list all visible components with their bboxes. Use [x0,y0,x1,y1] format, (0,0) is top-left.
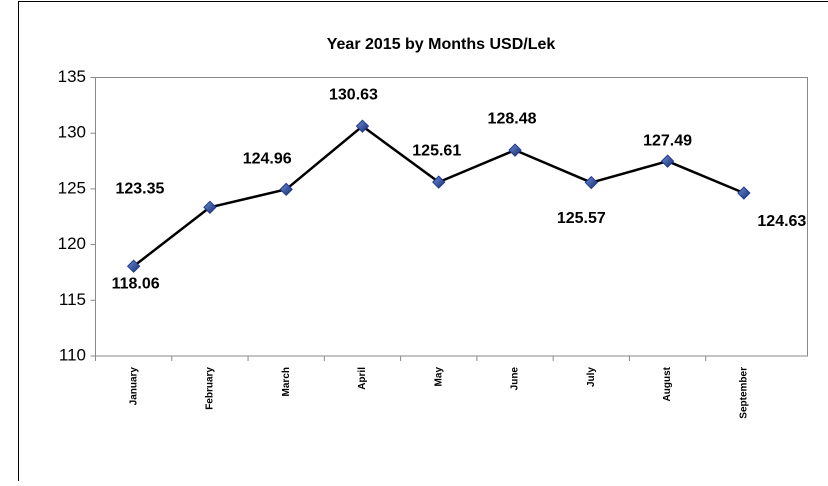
x-tick-label: June [510,367,521,391]
x-tick-label: January [128,367,139,406]
marker [585,177,597,189]
x-tick-label: July [586,367,597,387]
data-label: 124.63 [757,213,806,230]
x-tick-label: August [662,366,673,401]
chart-title: Year 2015 by Months USD/Lek [327,36,556,53]
x-tick-label: February [205,367,216,410]
marker [509,144,521,156]
x-tick-label: May [433,367,444,387]
data-label: 125.61 [412,142,461,159]
chart-border [19,2,828,482]
y-tick-label: 120 [58,234,86,253]
y-tick-label: 115 [59,290,86,309]
x-tick-label: April [357,367,368,390]
data-label: 118.06 [112,275,160,292]
x-tick-label: September [739,367,750,419]
data-label: 127.49 [643,132,692,149]
data-label: 128.48 [488,110,537,127]
data-label: 124.96 [243,151,292,168]
plot-frame [96,78,808,357]
marker [738,187,750,199]
x-tick-label: March [281,367,292,396]
y-tick-label: 125 [58,178,86,197]
y-tick-label: 130 [58,123,86,142]
data-label: 123.35 [115,180,164,197]
marker [662,155,674,167]
data-label: 130.63 [329,86,378,103]
y-tick-label: 110 [59,345,86,364]
y-tick-label: 135 [58,67,86,86]
data-label: 125.57 [557,210,606,227]
